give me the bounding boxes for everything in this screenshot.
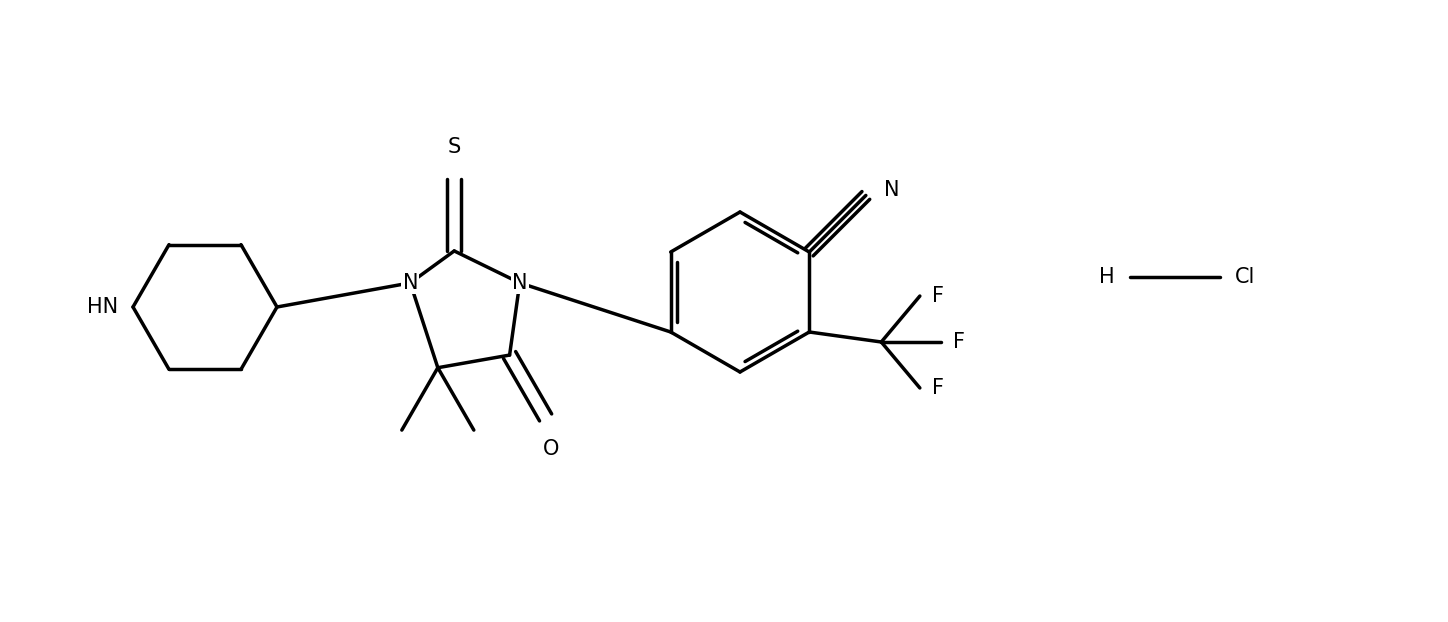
Text: F: F [933, 378, 944, 398]
Text: N: N [883, 180, 899, 200]
Text: F: F [953, 332, 966, 352]
Text: N: N [403, 273, 418, 293]
Text: S: S [447, 137, 460, 157]
Text: F: F [933, 286, 944, 306]
Text: Cl: Cl [1235, 267, 1255, 287]
Text: N: N [513, 273, 527, 293]
Text: O: O [543, 439, 559, 460]
Text: H: H [1099, 267, 1115, 287]
Text: HN: HN [87, 297, 117, 317]
